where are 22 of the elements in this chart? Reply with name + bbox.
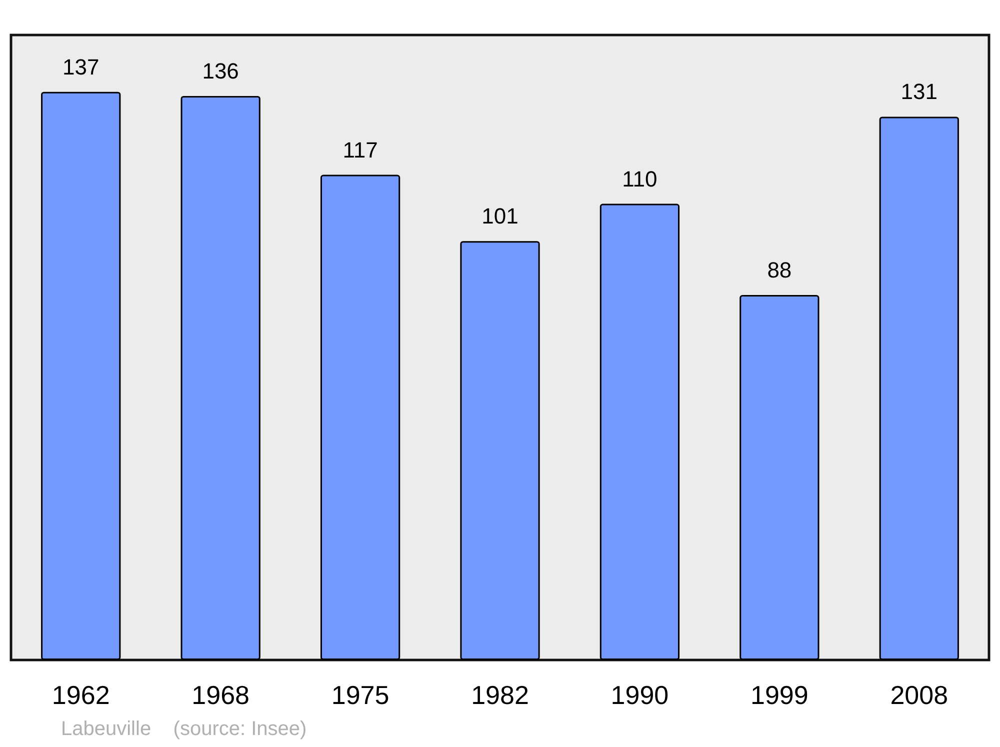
x-tick-label: 1975 [331,680,390,710]
data-label: 101 [482,204,518,229]
bar [600,204,680,660]
data-label: 137 [62,54,100,80]
data-label: 136 [202,58,239,84]
x-tick-label: 1982 [471,680,529,710]
data-label: 88 [767,258,792,283]
bar [879,116,959,660]
x-tick-label: 1999 [750,680,808,710]
bar [320,174,400,660]
x-tick-label: 2008 [890,680,948,710]
data-label: 131 [900,79,938,104]
text: Labeuville (source: Insee) [61,718,307,740]
x-tick-label: 1968 [192,680,250,710]
data-label: 117 [342,137,378,162]
x-tick-label: 1962 [52,680,110,710]
data-label: 110 [622,166,658,192]
bar [460,241,540,660]
x-tick-label: 1990 [610,680,669,710]
bar [41,92,121,660]
bar [740,295,820,660]
bar [180,96,260,660]
